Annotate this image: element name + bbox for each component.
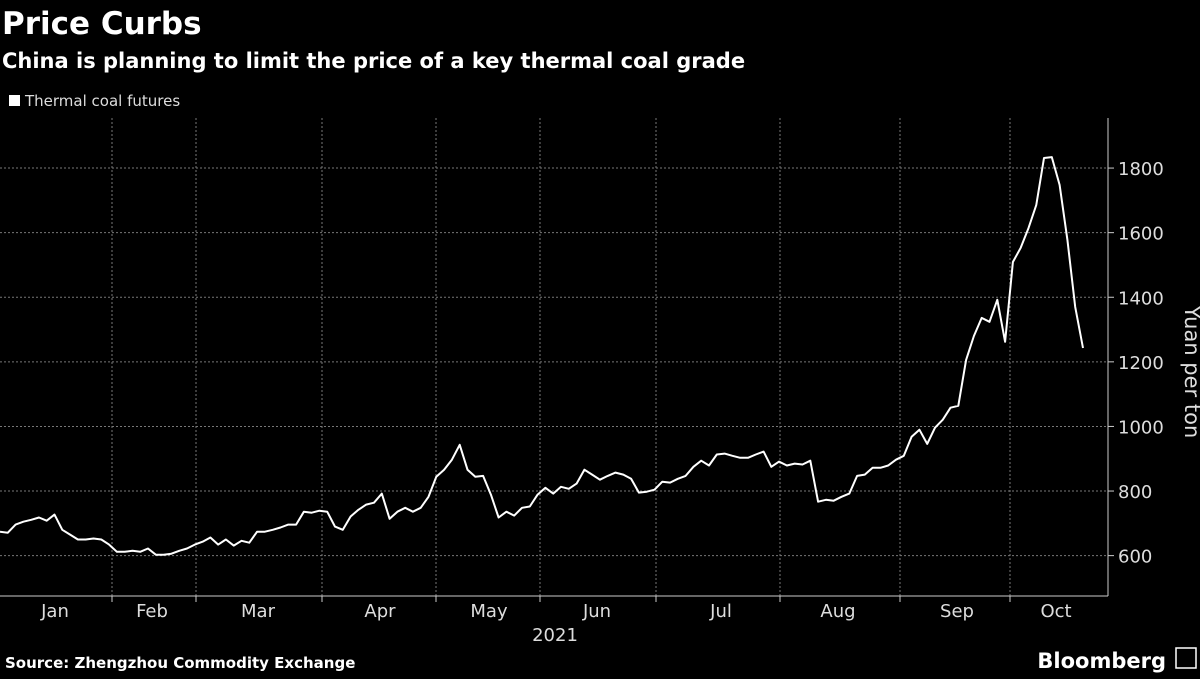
- x-tick-label: Feb: [136, 601, 168, 622]
- chart-subtitle: China is planning to limit the price of …: [2, 49, 745, 73]
- y-tick-label: 600: [1118, 547, 1152, 568]
- y-tick-label: 1400: [1118, 288, 1164, 309]
- chart-title: Price Curbs: [2, 6, 202, 42]
- x-tick-label: Mar: [241, 601, 276, 622]
- y-tick-label: 1200: [1118, 353, 1164, 374]
- source: Source: Zhengzhou Commodity Exchange: [5, 654, 355, 672]
- brand: Bloomberg: [1037, 649, 1166, 673]
- x-tick-label: Jan: [40, 601, 69, 622]
- line-series: [0, 156, 1084, 556]
- y-tick-label: 1800: [1118, 159, 1164, 180]
- legend-label: Thermal coal futures: [24, 92, 180, 110]
- x-tick-label: May: [470, 601, 508, 622]
- legend-swatch: [9, 95, 20, 106]
- x-axis-label: 2021: [532, 625, 578, 646]
- x-tick-label: Jul: [709, 601, 732, 622]
- y-tick-label: 1600: [1118, 224, 1164, 245]
- x-tick-label: Aug: [820, 601, 855, 622]
- x-tick-label: Apr: [364, 601, 396, 622]
- x-tick-label: Oct: [1040, 601, 1071, 622]
- brand-icon: [1175, 647, 1197, 669]
- x-tick-label: Sep: [940, 601, 974, 622]
- y-tick-label: 800: [1118, 482, 1152, 503]
- y-axis-label: Yuan per ton: [1180, 305, 1200, 439]
- y-tick-label: 1000: [1118, 417, 1164, 438]
- x-tick-label: Jun: [582, 601, 611, 622]
